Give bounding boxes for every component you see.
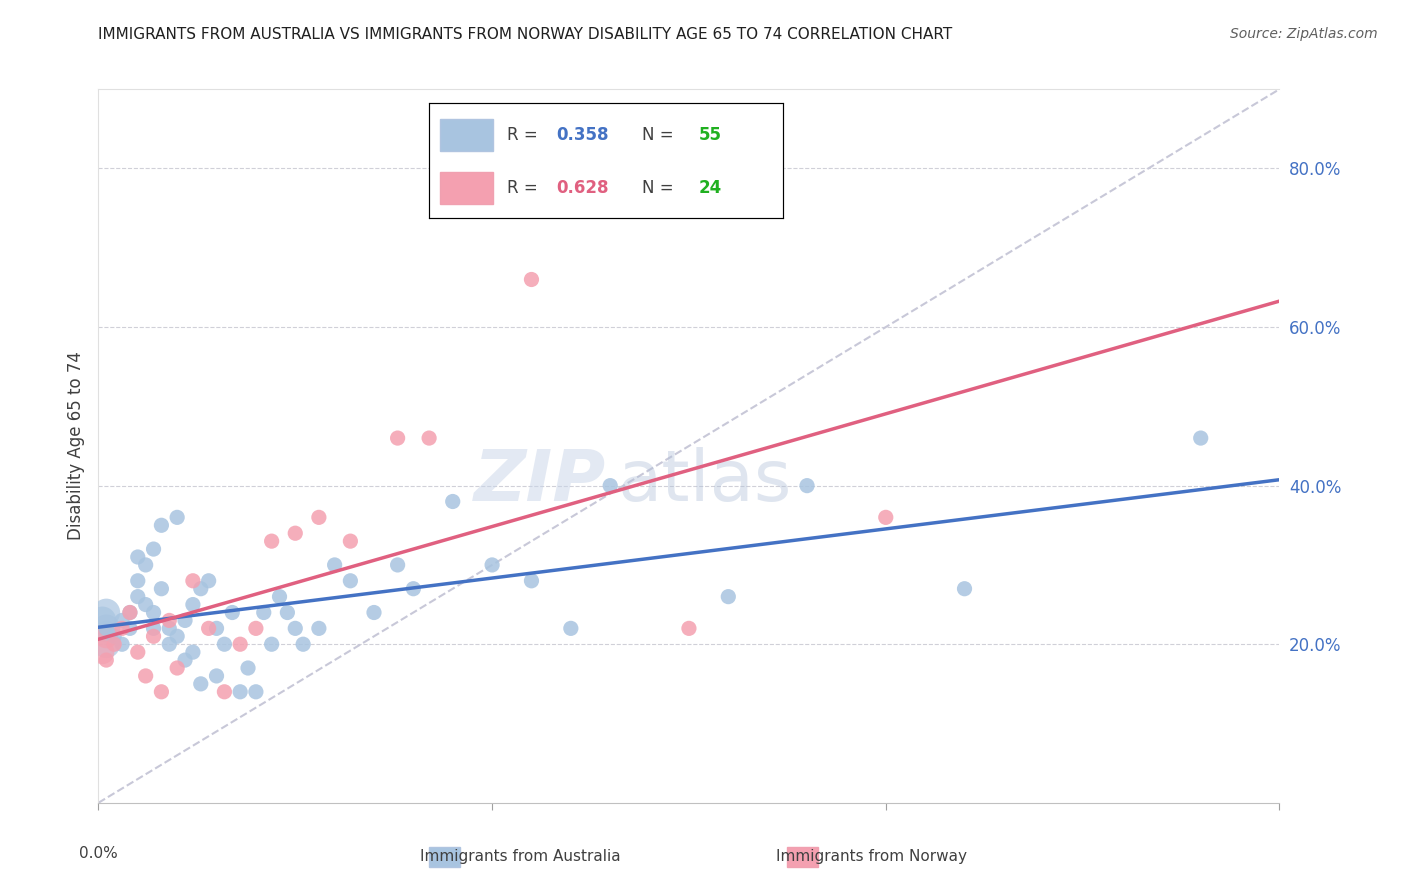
Point — [292, 637, 315, 651]
Point — [260, 534, 283, 549]
Point — [214, 637, 236, 651]
Point — [339, 534, 361, 549]
Point — [253, 606, 276, 620]
Point — [166, 629, 188, 643]
Point — [260, 637, 283, 651]
Point — [229, 685, 252, 699]
Point — [127, 590, 149, 604]
Point — [308, 510, 330, 524]
Point — [197, 621, 219, 635]
Text: IMMIGRANTS FROM AUSTRALIA VS IMMIGRANTS FROM NORWAY DISABILITY AGE 65 TO 74 CORR: IMMIGRANTS FROM AUSTRALIA VS IMMIGRANTS … — [98, 27, 953, 42]
Point — [245, 685, 267, 699]
Point — [96, 606, 118, 620]
Point — [717, 590, 740, 604]
Text: atlas: atlas — [619, 447, 793, 516]
Text: ZIP: ZIP — [474, 447, 606, 516]
Point — [181, 598, 204, 612]
Point — [111, 614, 134, 628]
Point — [387, 431, 409, 445]
Point — [520, 574, 543, 588]
Point — [150, 685, 173, 699]
Point — [1189, 431, 1212, 445]
Point — [157, 637, 180, 651]
Point — [678, 621, 700, 635]
Text: Source: ZipAtlas.com: Source: ZipAtlas.com — [1230, 27, 1378, 41]
Point — [103, 629, 125, 643]
Point — [96, 653, 118, 667]
Point — [796, 478, 818, 492]
Y-axis label: Disability Age 65 to 74: Disability Age 65 to 74 — [66, 351, 84, 541]
Point — [520, 272, 543, 286]
Text: Immigrants from Norway: Immigrants from Norway — [776, 849, 967, 863]
Point — [142, 542, 165, 557]
Point — [269, 590, 291, 604]
Point — [142, 629, 165, 643]
Point — [103, 637, 125, 651]
Point — [174, 614, 197, 628]
Point — [214, 685, 236, 699]
Point — [96, 629, 118, 643]
Point — [181, 645, 204, 659]
Point — [142, 606, 165, 620]
Point — [135, 669, 157, 683]
Point — [481, 558, 503, 572]
Point — [560, 621, 582, 635]
Point — [111, 637, 134, 651]
Point — [91, 645, 114, 659]
Point — [323, 558, 346, 572]
Point — [135, 598, 157, 612]
Point — [190, 582, 212, 596]
Point — [166, 510, 188, 524]
Point — [276, 606, 298, 620]
Point — [236, 661, 259, 675]
Point — [135, 558, 157, 572]
Point — [363, 606, 385, 620]
Point — [205, 669, 228, 683]
Point — [953, 582, 976, 596]
Point — [96, 637, 118, 651]
Point — [150, 582, 173, 596]
Point — [150, 518, 173, 533]
Text: 0.0%: 0.0% — [79, 846, 118, 861]
Point — [118, 621, 141, 635]
Point — [118, 606, 141, 620]
Point — [127, 574, 149, 588]
Point — [111, 621, 134, 635]
Point — [339, 574, 361, 588]
Point — [157, 614, 180, 628]
Point — [229, 637, 252, 651]
Point — [418, 431, 440, 445]
Point — [599, 478, 621, 492]
Point — [127, 645, 149, 659]
Point — [402, 582, 425, 596]
Point — [190, 677, 212, 691]
Point — [157, 621, 180, 635]
Point — [166, 661, 188, 675]
Point — [181, 574, 204, 588]
Point — [197, 574, 219, 588]
Point — [91, 614, 114, 628]
Point — [96, 621, 118, 635]
Point — [875, 510, 897, 524]
Point — [142, 621, 165, 635]
Point — [127, 549, 149, 564]
Point — [245, 621, 267, 635]
Point — [284, 526, 307, 541]
Point — [118, 606, 141, 620]
Point — [96, 621, 118, 635]
Point — [387, 558, 409, 572]
Point — [205, 621, 228, 635]
Point — [174, 653, 197, 667]
Point — [284, 621, 307, 635]
Point — [441, 494, 464, 508]
Point — [308, 621, 330, 635]
Point — [221, 606, 243, 620]
Text: Immigrants from Australia: Immigrants from Australia — [420, 849, 620, 863]
